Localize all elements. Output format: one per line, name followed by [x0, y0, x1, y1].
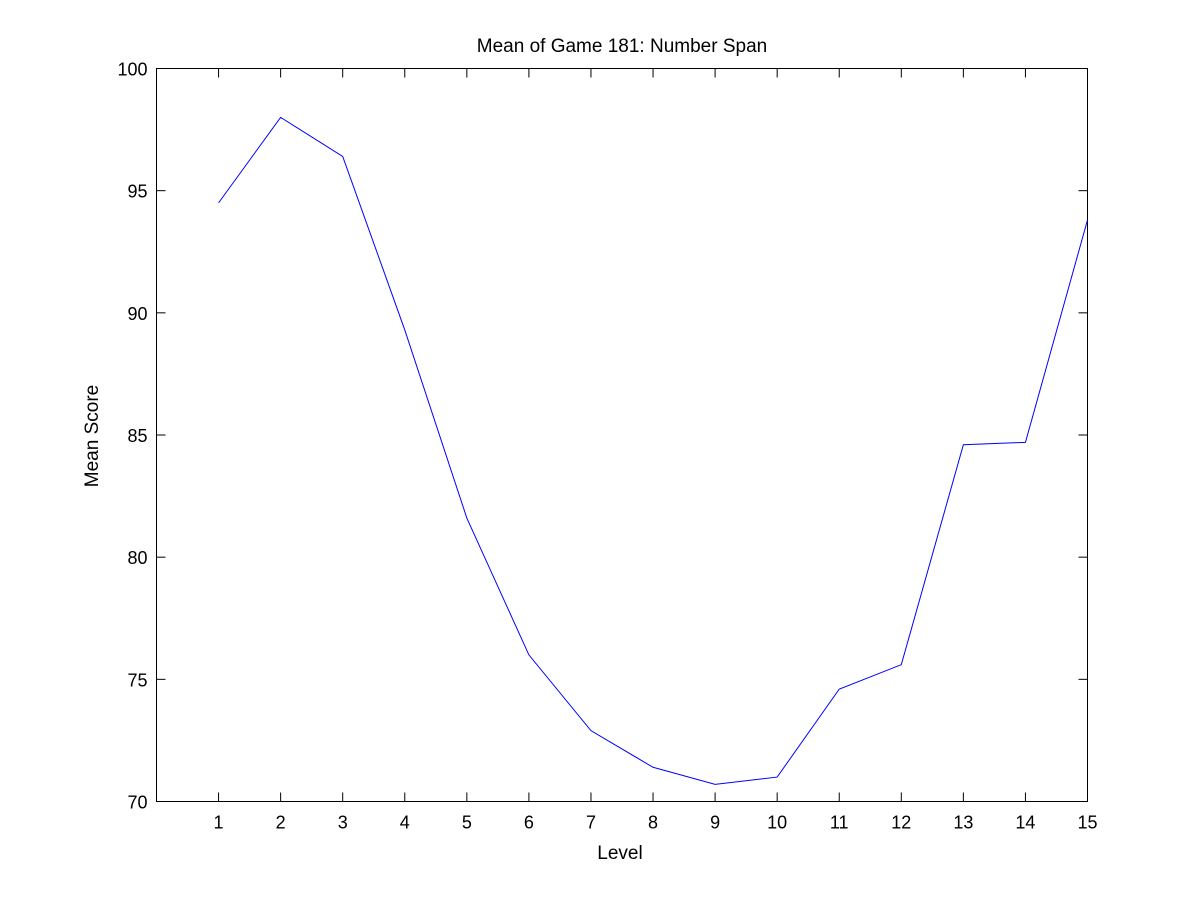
- y-tick-label: 70: [127, 793, 147, 813]
- x-tick-label: 5: [462, 813, 472, 833]
- y-tick-label: 80: [127, 548, 147, 568]
- x-tick-label: 6: [524, 813, 534, 833]
- series-line: [218, 116, 1088, 785]
- x-tick-label: 3: [338, 813, 348, 833]
- x-tick-label: 4: [400, 813, 410, 833]
- y-tick-label: 75: [127, 670, 147, 690]
- x-axis-label: Level: [597, 843, 642, 864]
- chart-title: Mean of Game 181: Number Span: [477, 36, 767, 57]
- x-tick-label: 15: [1077, 813, 1097, 833]
- plot-area: [156, 68, 1088, 802]
- y-tick-label: 95: [127, 182, 147, 202]
- x-tick-label: 11: [830, 813, 849, 833]
- x-tick-label: 14: [1015, 813, 1035, 833]
- x-tick-label: 1: [214, 813, 224, 833]
- x-tick-label: 13: [953, 813, 973, 833]
- x-tick-label: 10: [767, 813, 787, 833]
- x-tick-label: 12: [891, 813, 911, 833]
- x-tick-label: 2: [276, 813, 286, 833]
- x-tick-label: 7: [586, 813, 596, 833]
- x-tick-label: 9: [710, 813, 720, 833]
- y-axis-label: Mean Score: [82, 385, 103, 487]
- x-tick-label: 8: [648, 813, 658, 833]
- y-tick-label: 90: [127, 304, 147, 324]
- y-tick-label: 85: [127, 426, 147, 446]
- series-layer: [218, 116, 1088, 785]
- y-tick-label: 100: [117, 60, 147, 80]
